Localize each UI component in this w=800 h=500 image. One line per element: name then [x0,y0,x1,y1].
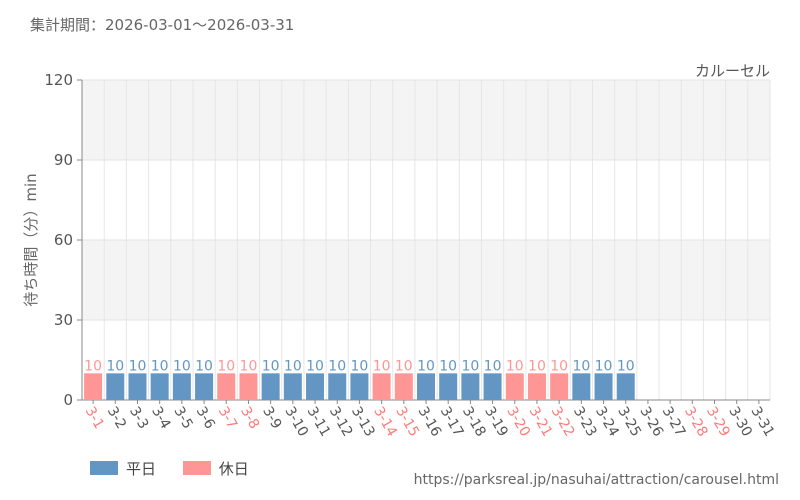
bar [417,373,435,400]
bar-value-label: 10 [351,358,369,374]
legend-swatch-holiday [182,461,211,475]
bar [572,373,591,400]
y-tick-label: 0 [63,391,73,409]
bar [616,373,635,400]
legend-item-weekday: 平日 [90,458,156,479]
bar [283,373,302,400]
bar-value-label: 10 [217,358,235,374]
bar-value-label: 10 [373,358,391,374]
x-tick-label: 3-8 [237,404,262,432]
bar-value-label: 10 [106,358,124,374]
bar [239,373,258,400]
bar [483,373,502,400]
bar [150,373,169,400]
bar-value-label: 10 [284,358,302,374]
bar-value-label: 10 [572,358,590,374]
bar-value-label: 10 [306,358,324,374]
bar [527,373,546,400]
bar [594,373,613,400]
x-tick-label: 3-7 [215,404,240,432]
bar [106,373,125,400]
bar-value-label: 10 [439,358,457,374]
bar [195,373,214,400]
x-tick-label: 3-1 [82,404,107,432]
bar-value-label: 10 [240,358,258,374]
plot-band [82,240,770,320]
bar [261,373,280,400]
x-tick-label: 3-3 [126,404,151,432]
bar [394,373,413,400]
bar [328,373,347,400]
y-tick-label: 60 [54,231,73,249]
bar-value-label: 10 [84,358,102,374]
bar-value-label: 10 [262,358,280,374]
bar [461,373,480,400]
bar [217,373,236,400]
y-tick-label: 120 [44,71,73,89]
legend-label-weekday: 平日 [126,460,157,478]
attraction-name: カルーセル [694,62,770,80]
bar [372,373,391,400]
legend-swatch-weekday [90,461,118,475]
bar-value-label: 10 [506,358,524,374]
y-tick-label: 90 [54,151,73,169]
bar-value-label: 10 [395,358,413,374]
bar [306,373,325,400]
bar-value-label: 10 [528,358,546,374]
x-tick-label: 3-9 [259,404,284,432]
source-url[interactable]: https://parksreal.jp/nasuhai/attraction/… [413,472,779,488]
bar-value-label: 10 [550,358,568,374]
legend-item-holiday: 休日 [182,458,249,479]
bar-value-label: 10 [195,358,213,374]
bar [505,373,524,400]
x-tick-label: 3-5 [170,404,195,432]
bar-value-label: 10 [129,358,147,374]
bar-value-label: 10 [151,358,169,374]
bar [439,373,458,400]
bar [350,373,369,400]
legend-label-holiday: 休日 [218,460,249,478]
bar-value-label: 10 [595,358,613,374]
plot-band [82,80,770,160]
plot-band [82,160,770,240]
bar-value-label: 10 [173,358,191,374]
bar [172,373,191,400]
bar-value-label: 10 [328,358,346,374]
y-axis-title: 待ち時間（分）min [22,173,40,306]
bar [84,373,103,400]
bar-value-label: 10 [461,358,479,374]
bar [550,373,569,400]
period-label: 集計期間：2026-03-01～2026-03-31 [30,16,295,34]
bar-value-label: 10 [617,358,635,374]
x-tick-label: 3-2 [104,404,129,432]
x-tick-label: 3-6 [193,404,218,432]
bar-value-label: 10 [417,358,435,374]
x-tick-label: 3-4 [148,404,173,432]
bar-value-label: 10 [484,358,502,374]
x-tick-label: 3-31 [747,404,777,440]
y-tick-label: 30 [54,311,73,329]
bar [128,373,147,400]
legend: 平日 休日 [90,458,271,479]
